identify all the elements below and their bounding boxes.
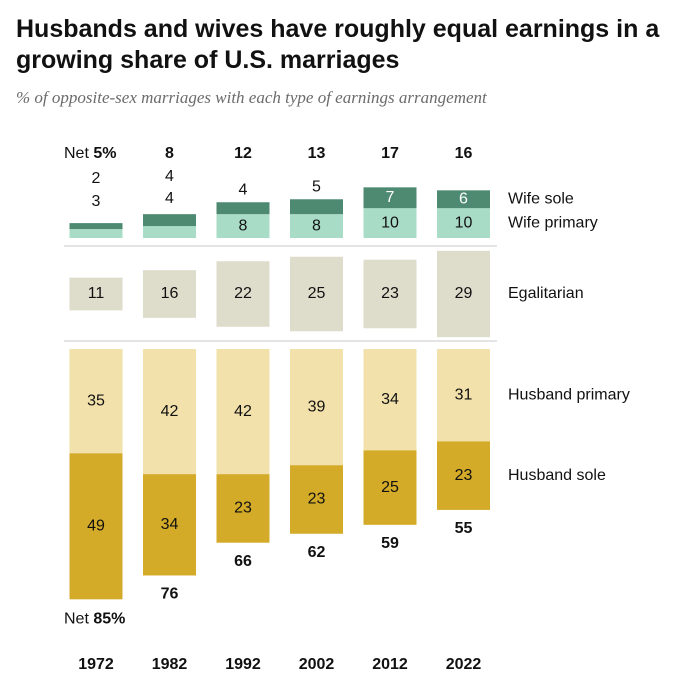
data-label-wife-sole-2012: 7 <box>386 189 395 206</box>
series-label-egalitarian: Egalitarian <box>508 285 584 302</box>
net-label-husband-1972: Net 85% <box>64 611 125 628</box>
data-label-egalitarian-2022: 29 <box>455 285 473 302</box>
net-label-husband-1982: 76 <box>161 586 179 603</box>
bar-husband-sole-2022 <box>437 441 490 510</box>
bar-wife-primary-1982 <box>143 226 196 238</box>
bar-husband-sole-1992 <box>216 474 270 543</box>
x-tick-label-1982: 1982 <box>152 656 188 673</box>
series-label-husband-sole: Husband sole <box>508 467 606 484</box>
data-label-wife-primary-2012: 10 <box>381 214 399 231</box>
data-label-wife-sole-1992: 4 <box>239 181 248 198</box>
data-label-husband-sole-1982: 34 <box>161 516 179 533</box>
bar-wife-primary-1972 <box>69 229 123 238</box>
net-label-wife-2022: 16 <box>455 145 473 162</box>
data-label-husband-sole-1972: 49 <box>87 518 105 535</box>
data-label-husband-primary-2022: 31 <box>455 386 473 403</box>
data-label-husband-primary-1992: 42 <box>234 403 252 420</box>
data-label-husband-sole-1992: 23 <box>234 500 252 517</box>
data-label-husband-sole-2002: 23 <box>308 491 326 508</box>
net-label-wife-1992: 12 <box>234 145 252 162</box>
data-label-husband-sole-2022: 23 <box>455 467 473 484</box>
chart-title: Husbands and wives have roughly equal ea… <box>16 15 660 74</box>
net-label-husband-2012: 59 <box>381 535 399 552</box>
bar-husband-primary-1992 <box>216 349 270 475</box>
bar-wife-sole-1972 <box>69 223 123 230</box>
series-label-husband-primary: Husband primary <box>508 386 630 403</box>
bar-wife-primary-1992 <box>216 214 270 238</box>
net-label-wife-1982: 8 <box>165 145 174 162</box>
bar-wife-sole-2022 <box>437 190 490 209</box>
data-label-husband-sole-2012: 25 <box>381 479 399 496</box>
x-tick-label-1992: 1992 <box>225 656 261 673</box>
bar-husband-sole-2002 <box>290 465 343 534</box>
x-tick-label-1972: 1972 <box>78 656 114 673</box>
data-label-husband-primary-2002: 39 <box>308 398 326 415</box>
bar-husband-primary-1982 <box>143 349 196 475</box>
data-label-wife-sole-1982: 4 <box>165 168 174 185</box>
x-tick-label-2012: 2012 <box>372 656 408 673</box>
data-label-egalitarian-2002: 25 <box>308 285 326 302</box>
data-label-egalitarian-1972: 11 <box>88 285 105 302</box>
bar-egalitarian-1992 <box>216 261 270 327</box>
data-label-husband-primary-1982: 42 <box>161 403 179 420</box>
bar-wife-sole-2012 <box>363 187 417 209</box>
net-label-husband-2002: 62 <box>308 544 326 561</box>
data-label-egalitarian-1982: 16 <box>161 285 179 302</box>
bar-wife-primary-2002 <box>290 214 343 238</box>
bar-husband-primary-2012 <box>363 349 417 451</box>
bar-husband-primary-2022 <box>437 349 490 442</box>
x-tick-label-2022: 2022 <box>446 656 482 673</box>
data-label-husband-primary-1972: 35 <box>87 392 105 409</box>
data-label-wife-primary-2002: 8 <box>312 217 321 234</box>
bar-wife-sole-1982 <box>143 214 196 227</box>
data-label-wife-sole-2022: 6 <box>459 190 468 207</box>
series-label-wife-primary: Wife primary <box>508 214 598 231</box>
bar-husband-primary-2002 <box>290 349 343 466</box>
data-label-egalitarian-1992: 22 <box>234 285 252 302</box>
bar-egalitarian-1972 <box>69 277 123 311</box>
data-label-wife-primary-2022: 10 <box>455 214 473 231</box>
x-tick-label-2002: 2002 <box>299 656 335 673</box>
series-label-wife-sole: Wife sole <box>508 190 574 207</box>
bar-wife-primary-2022 <box>437 208 490 238</box>
net-label-husband-1992: 66 <box>234 553 252 570</box>
data-label-wife-sole-1972: 2 <box>92 170 101 187</box>
net-label-wife-1972: Net 5% <box>64 145 116 162</box>
net-label-wife-2002: 13 <box>308 145 326 162</box>
data-label-husband-primary-2012: 34 <box>381 391 399 408</box>
bar-egalitarian-2002 <box>290 256 343 332</box>
data-label-egalitarian-2012: 23 <box>381 285 399 302</box>
bar-wife-sole-2002 <box>290 199 343 215</box>
data-label-wife-primary-1982: 4 <box>165 190 174 207</box>
data-label-wife-primary-1992: 8 <box>239 217 248 234</box>
data-label-wife-sole-2002: 5 <box>312 178 321 195</box>
data-label-wife-primary-1972: 3 <box>92 193 101 210</box>
chart-subtitle: % of opposite-sex marriages with each ty… <box>16 88 487 107</box>
bar-husband-sole-1982 <box>143 474 196 576</box>
net-label-husband-2022: 55 <box>455 520 473 537</box>
bar-egalitarian-2012 <box>363 259 417 329</box>
bar-wife-primary-2012 <box>363 208 417 238</box>
bar-husband-primary-1972 <box>69 349 123 454</box>
bar-egalitarian-1982 <box>143 270 196 318</box>
bar-wife-sole-1992 <box>216 202 270 215</box>
bar-husband-sole-2012 <box>363 450 417 525</box>
bar-egalitarian-2022 <box>437 250 490 338</box>
net-label-wife-2012: 17 <box>381 145 399 162</box>
bar-husband-sole-1972 <box>69 453 123 600</box>
